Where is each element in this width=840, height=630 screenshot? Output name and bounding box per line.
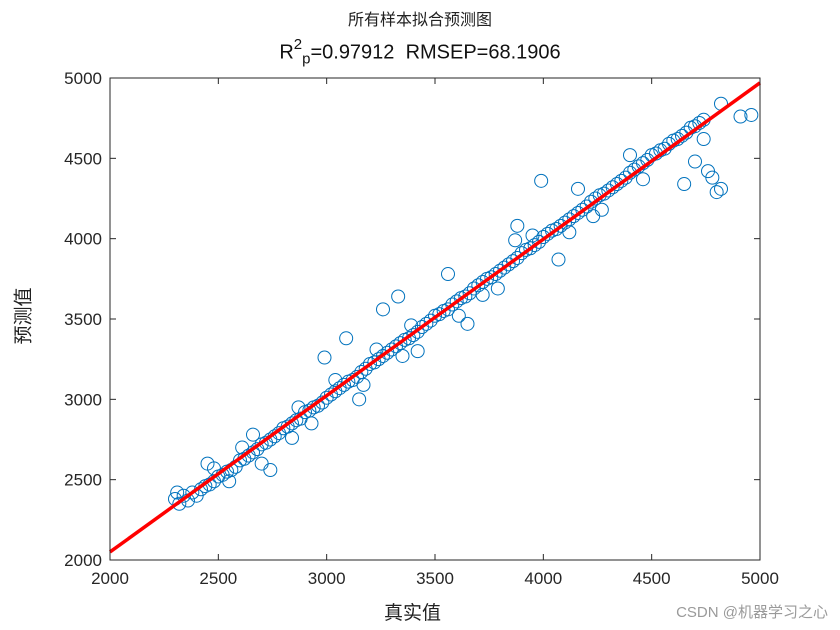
data-point (571, 181, 585, 196)
data-point (410, 344, 425, 359)
data-point (376, 302, 390, 317)
data-point (451, 308, 466, 323)
data-point (254, 456, 269, 471)
data-point (475, 287, 490, 302)
x-tick-label: 3500 (416, 569, 454, 588)
data-point (701, 164, 715, 179)
data-point (506, 254, 520, 269)
data-point (579, 199, 594, 214)
data-point (733, 109, 748, 124)
data-point (562, 225, 577, 240)
data-point (460, 316, 475, 331)
data-point (328, 373, 343, 388)
chart-subtitle-stats: R2p=0.97912 RMSEP=68.1906 (0, 36, 840, 68)
y-tick-label: 4500 (64, 149, 102, 168)
y-tick-label: 2500 (64, 471, 102, 490)
data-point (458, 289, 473, 304)
data-point (534, 173, 549, 188)
data-point (304, 416, 319, 431)
fit-line (108, 81, 762, 554)
data-point (714, 181, 728, 196)
r2-symbol: R (279, 41, 294, 64)
rmsep-value: RMSEP=68.1906 (405, 41, 561, 64)
data-point (441, 267, 455, 282)
y-tick-label: 4000 (64, 230, 102, 249)
data-point (235, 440, 250, 455)
data-point (696, 132, 711, 147)
data-point (356, 377, 371, 392)
data-point (540, 226, 555, 241)
y-tick-label: 2000 (64, 551, 102, 570)
data-point (514, 246, 529, 261)
x-tick-label: 5000 (741, 569, 779, 588)
y-tick-label: 3000 (64, 390, 102, 409)
r2-superscript: 2 (293, 36, 303, 53)
data-point (185, 485, 200, 500)
data-point (352, 392, 367, 407)
data-point (406, 328, 421, 343)
data-point (508, 233, 523, 248)
data-point (391, 289, 406, 304)
chart-title: 所有样本拟合预测图 (347, 10, 492, 29)
data-point (623, 148, 637, 163)
data-point (709, 185, 724, 200)
data-point (395, 348, 410, 363)
x-axis-label: 真实值 (384, 602, 442, 624)
data-point (614, 173, 629, 188)
data-point (339, 331, 354, 346)
data-point (551, 252, 566, 267)
y-tick-label: 5000 (64, 69, 102, 88)
data-point (222, 474, 237, 489)
y-tick-label: 3500 (64, 310, 102, 329)
data-point (337, 377, 351, 392)
data-point (677, 177, 692, 192)
data-point (432, 307, 447, 322)
watermark: CSDN @机器学习之心 (676, 604, 828, 621)
x-tick-label: 2500 (199, 569, 237, 588)
y-axis-label: 预测值 (12, 287, 35, 345)
x-tick-label: 2000 (91, 569, 129, 588)
data-point (688, 154, 702, 169)
axis-ticks: 2000 2500 3000 3500 4000 4500 5000 2000 2500 3000… (64, 69, 779, 588)
data-point (404, 318, 419, 333)
data-point (369, 342, 384, 357)
data-point (510, 218, 525, 233)
data-point (594, 202, 609, 217)
data-point (618, 170, 633, 185)
data-point (575, 202, 590, 217)
r2-value: =0.97912 (310, 41, 395, 64)
points-layer (168, 96, 759, 511)
data-point (586, 209, 601, 224)
x-tick-label: 3000 (308, 569, 346, 588)
data-point (246, 427, 260, 442)
data-point (527, 238, 542, 253)
data-point (490, 281, 505, 296)
data-point (525, 228, 540, 243)
data-point (449, 294, 464, 309)
x-tick-label: 4500 (633, 569, 671, 588)
data-point (263, 463, 278, 478)
data-point (744, 107, 759, 122)
data-point (172, 496, 187, 511)
data-point (419, 316, 434, 331)
data-point (170, 485, 185, 500)
data-point (441, 302, 455, 317)
data-point (285, 430, 299, 445)
x-tick-label: 4000 (524, 569, 562, 588)
data-point (317, 350, 332, 365)
data-point (636, 172, 650, 187)
data-point (510, 250, 525, 265)
r2-subscript: p (302, 50, 311, 68)
